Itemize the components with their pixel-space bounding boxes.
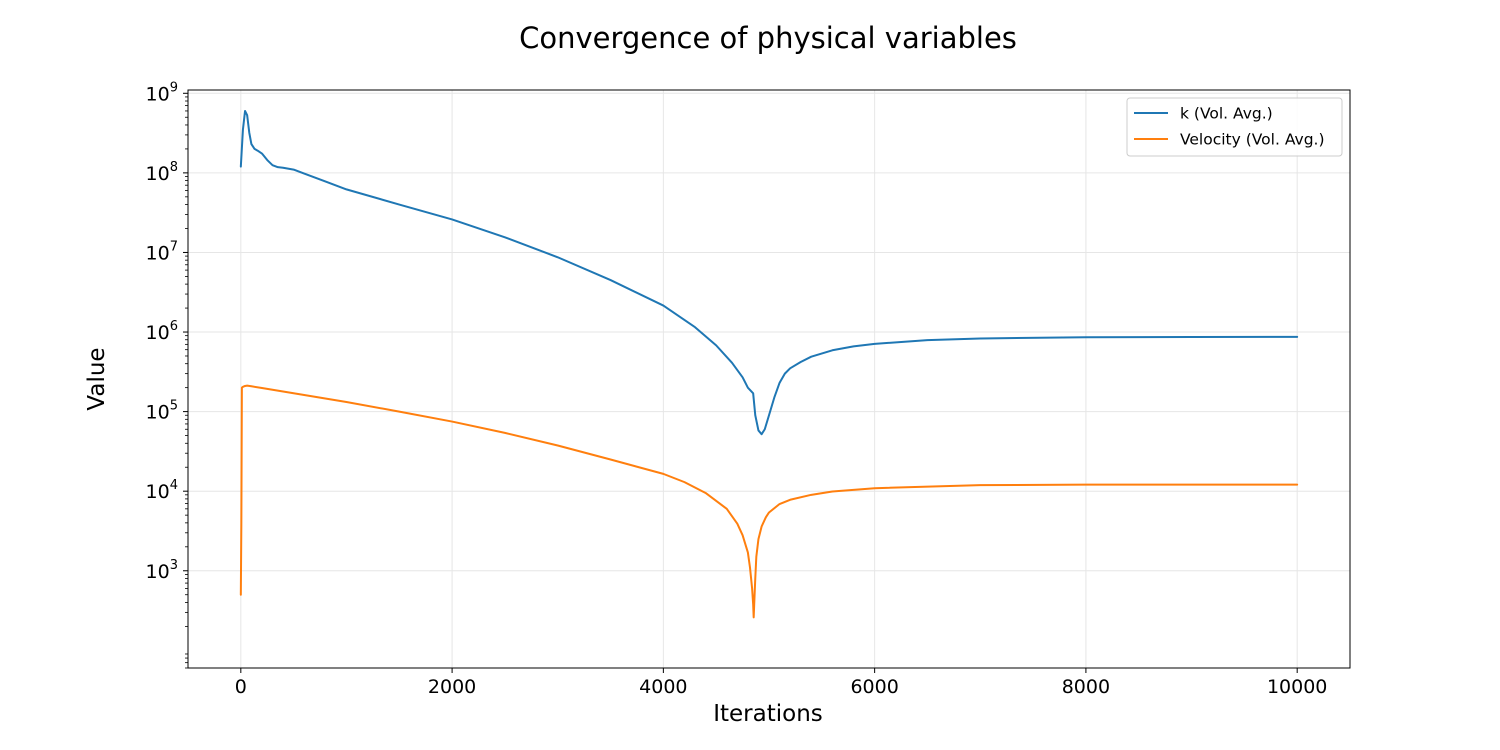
series-line-2 xyxy=(239,384,1299,619)
legend-label: k (Vol. Avg.) xyxy=(1180,105,1273,123)
x-tick-label: 4000 xyxy=(639,676,687,698)
y-tick-label: 107 xyxy=(146,239,178,264)
series-line-1 xyxy=(239,109,1299,436)
x-tick-label: 6000 xyxy=(850,676,898,698)
chart-title: Convergence of physical variables xyxy=(519,21,1017,55)
x-tick-label: 10000 xyxy=(1267,676,1327,698)
grid xyxy=(188,90,1350,668)
y-tick-label: 109 xyxy=(146,80,178,105)
y-tick-label: 105 xyxy=(146,399,178,424)
y-tick-label: 103 xyxy=(146,558,178,583)
legend: k (Vol. Avg.) Velocity (Vol. Avg.) xyxy=(1126,97,1343,157)
legend-box xyxy=(1126,97,1343,157)
x-tick-label: 2000 xyxy=(428,676,476,698)
x-axis-ticks: 0 2000 4000 6000 8000 10000 xyxy=(235,668,1327,698)
plot-frame xyxy=(187,89,1351,669)
y-tick-label: 106 xyxy=(146,319,178,344)
x-tick-label: 8000 xyxy=(1062,676,1110,698)
y-tick-label: 108 xyxy=(146,160,178,185)
y-axis-ticks: 103 104 105 106 107 108 109 xyxy=(146,80,188,669)
y-axis-label: Value xyxy=(84,347,110,410)
x-tick-label: 0 xyxy=(235,676,247,698)
series-lines xyxy=(239,109,1299,619)
x-axis-label: Iterations xyxy=(713,701,823,727)
y-tick-label: 104 xyxy=(146,478,178,503)
legend-label: Velocity (Vol. Avg.) xyxy=(1180,131,1325,149)
